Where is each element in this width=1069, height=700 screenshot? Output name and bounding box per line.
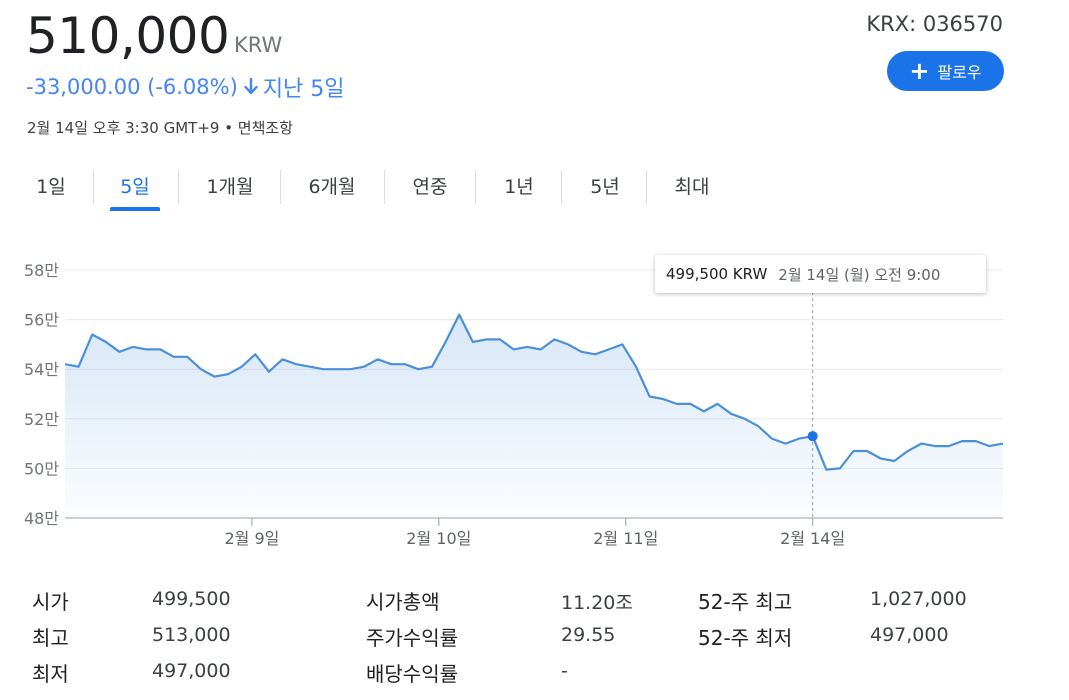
stat-label-high: 최고: [32, 626, 69, 650]
tooltip-price: 499,500 KRW: [666, 265, 768, 283]
stat-label-dividend-yield: 배당수익률: [366, 662, 458, 686]
stat-label-52w-high: 52-주 최고: [698, 590, 793, 614]
stat-label-low: 최저: [32, 662, 69, 686]
price-change: -33,000.00 (-6.08%): [26, 75, 238, 99]
plus-icon: +: [909, 57, 930, 85]
tab-1d[interactable]: 1일: [36, 176, 66, 198]
tab-divider: [178, 170, 179, 204]
y-tick-label: 54만: [24, 360, 59, 379]
y-tick-label: 56만: [24, 311, 59, 330]
chart-tooltip: 499,500 KRW 2월 14일 (월) 오전 9:00: [655, 255, 986, 293]
active-tab-indicator: [110, 207, 160, 211]
stat-value-52w-low: 497,000: [870, 624, 949, 646]
stat-value-pe-ratio: 29.55: [561, 624, 616, 646]
stat-value-low: 497,000: [152, 660, 231, 682]
price-line: [64, 313, 1004, 471]
stat-value-52w-high: 1,027,000: [870, 588, 967, 610]
follow-button[interactable]: + 팔로우: [887, 51, 1004, 91]
y-tick-label: 52만: [24, 410, 59, 429]
stat-label-52w-low: 52-주 최저: [698, 626, 793, 650]
tab-divider: [280, 170, 281, 204]
tooltip-date: 2월 14일 (월) 오전 9:00: [778, 265, 941, 284]
tab-divider: [384, 170, 385, 204]
ticker-symbol: KRX: 036570: [866, 12, 1003, 36]
stat-label-pe-ratio: 주가수익률: [366, 626, 458, 650]
price-change-row: -33,000.00 (-6.08%) 지난 5일: [26, 72, 345, 102]
tab-divider: [646, 170, 647, 204]
tab-1y[interactable]: 1년: [504, 176, 534, 198]
change-period: 지난 5일: [262, 77, 345, 102]
stats-table: 시가 499,500 최고 513,000 최저 497,000 시가총액 11…: [0, 580, 1069, 700]
y-tick-label: 58만: [24, 261, 59, 280]
price-chart[interactable]: 58만 56만 54만 52만 50만 48만 2월 9일 2월 10일 2월 11일 2월 14…: [0, 230, 1069, 560]
tab-1m[interactable]: 1개월: [206, 176, 254, 198]
tab-ytd[interactable]: 연중: [412, 176, 448, 198]
x-tick-label: 2월 9일: [224, 529, 279, 548]
tab-max[interactable]: 최대: [674, 176, 710, 198]
stat-label-open: 시가: [32, 590, 69, 614]
stat-value-dividend-yield: -: [561, 660, 568, 682]
tab-divider: [93, 170, 94, 204]
x-tick-label: 2월 14일: [780, 529, 845, 548]
stat-value-high: 513,000: [152, 624, 231, 646]
x-tick-label: 2월 10일: [406, 529, 471, 548]
quote-timestamp: 2월 14일 오후 3:30 GMT+9 • 면책조항: [27, 119, 294, 137]
follow-label: 팔로우: [937, 63, 982, 82]
hover-point: [807, 431, 818, 442]
tab-divider: [475, 170, 476, 204]
x-tick-label: 2월 11일: [593, 529, 658, 548]
stock-price: 510,000: [26, 7, 230, 65]
tab-5d[interactable]: 5일: [110, 166, 160, 211]
arrow-down-icon: [244, 77, 258, 96]
stat-label-market-cap: 시가총액: [366, 590, 440, 614]
y-tick-label: 50만: [24, 459, 59, 478]
stat-value-market-cap: 11.20조: [561, 592, 633, 614]
tab-divider: [561, 170, 562, 204]
stat-value-open: 499,500: [152, 588, 231, 610]
tab-5y[interactable]: 5년: [590, 176, 620, 198]
price-area-fill: [65, 314, 1003, 518]
tab-6m[interactable]: 6개월: [308, 176, 356, 198]
y-tick-label: 48만: [24, 509, 59, 528]
currency-label: KRW: [234, 33, 283, 57]
